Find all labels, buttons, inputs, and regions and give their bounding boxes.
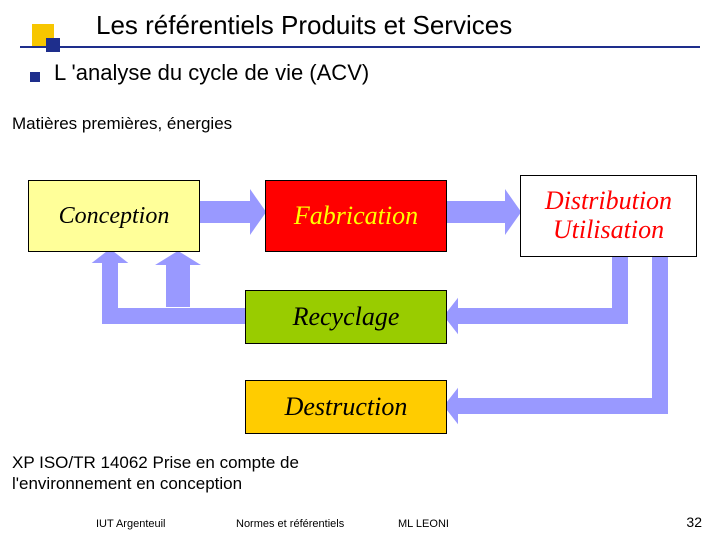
recyclage-to-fabrication bbox=[159, 252, 198, 306]
footer-center: Normes et référentiels bbox=[236, 518, 344, 530]
page-number: 32 bbox=[686, 514, 702, 530]
box-destruction: Destruction bbox=[245, 380, 447, 434]
box-fabrication: Fabrication bbox=[265, 180, 447, 252]
conception-to-fabrication bbox=[198, 192, 265, 232]
recyclage-to-conception bbox=[95, 250, 245, 323]
bullet-icon bbox=[30, 72, 40, 82]
bullet-text: L 'analyse du cycle de vie (ACV) bbox=[54, 60, 369, 86]
distribution-to-recyclage bbox=[445, 255, 627, 331]
distribution-to-destruction bbox=[445, 255, 667, 421]
box-recyclage-label: Recyclage bbox=[293, 303, 400, 332]
footer-left: IUT Argenteuil bbox=[96, 518, 166, 530]
box-conception: Conception bbox=[28, 180, 200, 252]
sublabel: Matières premières, énergies bbox=[12, 114, 232, 134]
footer-right: ML LEONI bbox=[398, 518, 449, 530]
box-distribution-label: Distribution Utilisation bbox=[545, 187, 672, 244]
box-destruction-label: Destruction bbox=[285, 393, 408, 422]
box-recyclage: Recyclage bbox=[245, 290, 447, 344]
slide-title: Les référentiels Produits et Services bbox=[96, 10, 512, 41]
box-conception-label: Conception bbox=[59, 203, 170, 229]
footnote: XP ISO/TR 14062 Prise en compte de l'env… bbox=[12, 452, 299, 495]
title-underline bbox=[20, 46, 700, 48]
fabrication-to-distribution bbox=[445, 192, 520, 232]
title-accent-blue bbox=[46, 38, 60, 52]
slide: Les référentiels Produits et Services L … bbox=[0, 0, 720, 540]
box-fabrication-label: Fabrication bbox=[294, 202, 418, 231]
box-distribution: Distribution Utilisation bbox=[520, 175, 697, 257]
